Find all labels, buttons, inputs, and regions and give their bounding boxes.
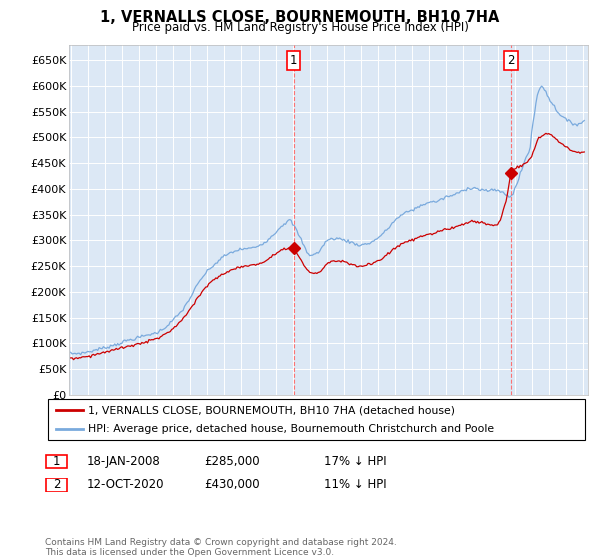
Text: HPI: Average price, detached house, Bournemouth Christchurch and Poole: HPI: Average price, detached house, Bour… bbox=[88, 424, 494, 433]
Text: 18-JAN-2008: 18-JAN-2008 bbox=[87, 455, 161, 468]
Text: 1: 1 bbox=[53, 455, 60, 468]
FancyBboxPatch shape bbox=[46, 478, 67, 492]
Text: 17% ↓ HPI: 17% ↓ HPI bbox=[324, 455, 386, 468]
Text: 1: 1 bbox=[290, 54, 297, 67]
Text: Contains HM Land Registry data © Crown copyright and database right 2024.
This d: Contains HM Land Registry data © Crown c… bbox=[45, 538, 397, 557]
Text: 2: 2 bbox=[507, 54, 515, 67]
Text: 1, VERNALLS CLOSE, BOURNEMOUTH, BH10 7HA: 1, VERNALLS CLOSE, BOURNEMOUTH, BH10 7HA bbox=[100, 10, 500, 25]
FancyBboxPatch shape bbox=[46, 455, 67, 468]
Text: 2: 2 bbox=[53, 478, 60, 492]
Text: 11% ↓ HPI: 11% ↓ HPI bbox=[324, 478, 386, 492]
Text: 12-OCT-2020: 12-OCT-2020 bbox=[87, 478, 164, 492]
Text: 1, VERNALLS CLOSE, BOURNEMOUTH, BH10 7HA (detached house): 1, VERNALLS CLOSE, BOURNEMOUTH, BH10 7HA… bbox=[88, 405, 455, 415]
Text: £285,000: £285,000 bbox=[204, 455, 260, 468]
Text: Price paid vs. HM Land Registry's House Price Index (HPI): Price paid vs. HM Land Registry's House … bbox=[131, 21, 469, 34]
FancyBboxPatch shape bbox=[48, 399, 585, 440]
Text: £430,000: £430,000 bbox=[204, 478, 260, 492]
